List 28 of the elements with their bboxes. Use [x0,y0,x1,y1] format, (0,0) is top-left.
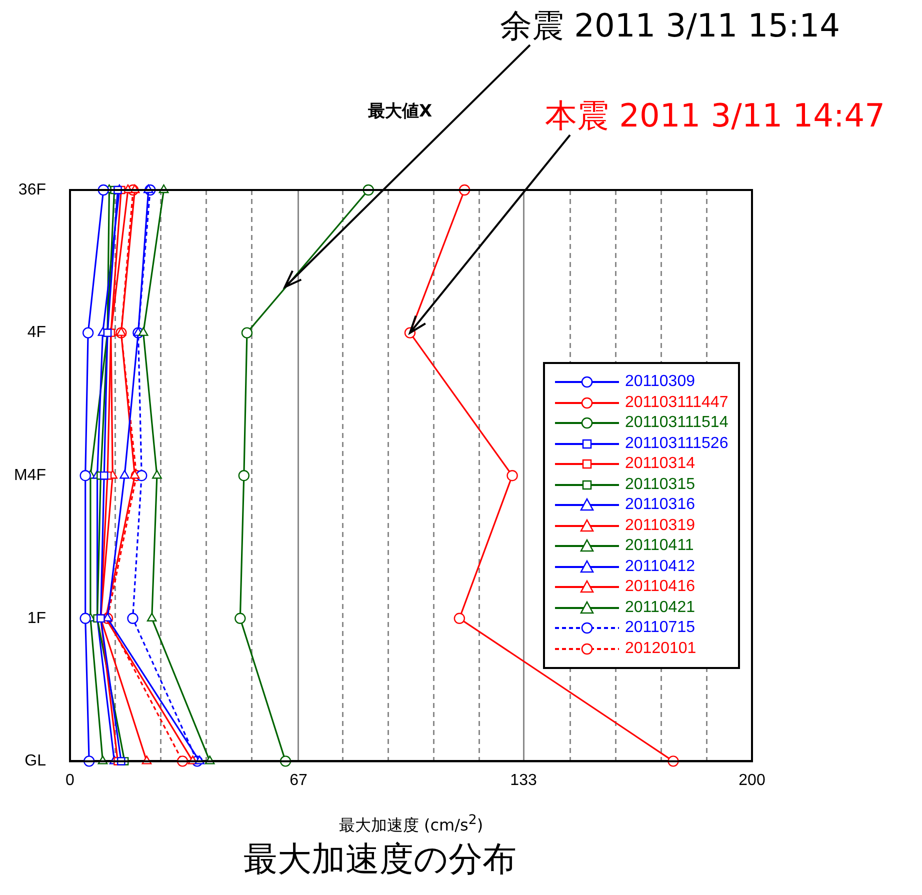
legend-label: 20110411 [625,536,694,556]
x-tick-label: 200 [738,772,766,790]
y-tick-label: 4F [27,324,46,342]
y-tick-label: 1F [27,610,46,627]
y-tick-label: M4F [14,467,46,484]
text: 余震 2011 3/11 15:14 [500,6,840,44]
legend-label: 20110715 [625,618,695,638]
x-tick-label: 67 [290,772,308,790]
text: 最大加速度の分布 [244,839,516,880]
legend-label: 20120101 [625,638,696,659]
legend-label: 20110315 [625,474,695,495]
legend-label: 20110412 [625,556,695,577]
y-tick-label: GL [24,752,46,770]
y-tick-label: 36F [18,181,46,198]
legend-label: 20110314 [625,454,695,474]
legend-label: 201103111447 [625,392,728,413]
legend-label: 20110421 [625,598,695,618]
legend-label: 201103111514 [625,413,728,434]
x-axis-title: 最大加速度 (cm/s$^{2}$) [338,813,484,837]
legend-label: 20110416 [625,577,695,598]
legend-label: 201103111526 [625,434,728,454]
x-tick-label: 133 [510,772,537,790]
text: 最大値X [366,101,432,122]
legend-label: 20110319 [625,516,695,536]
legend-label: 20110309 [625,372,695,392]
legend-label: 20110316 [625,495,695,516]
x-tick-label: 0 [66,772,75,790]
annotation: 本震 2011 3/11 14:47 [544,96,886,134]
